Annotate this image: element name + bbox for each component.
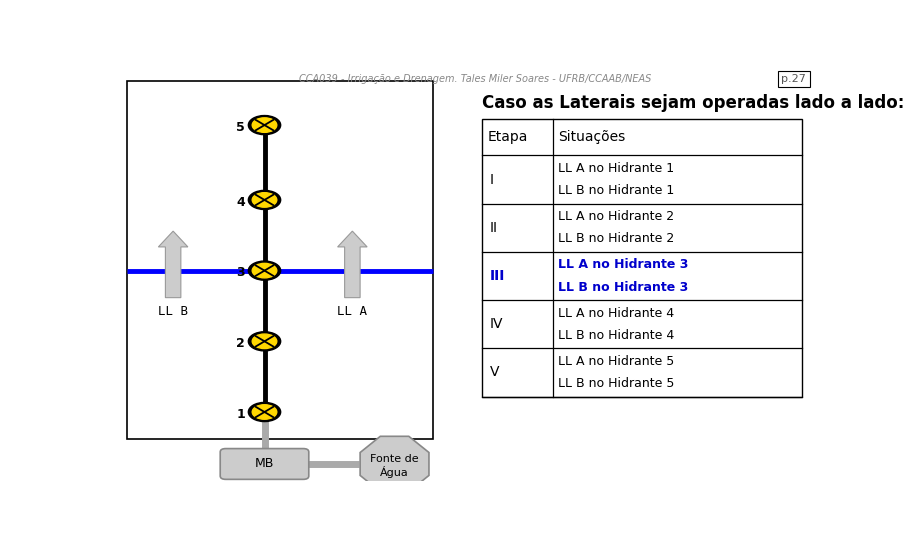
Bar [483, 119, 803, 396]
Text: LL A no Hidrante 1: LL A no Hidrante 1 [559, 162, 675, 175]
Text: CCA039 - Irrigação e Drenagem. Tales Miler Soares - UFRB/CCAAB/NEAS: CCA039 - Irrigação e Drenagem. Tales Mil… [299, 74, 651, 84]
Text: Fonte de: Fonte de [370, 454, 419, 464]
Text: 2: 2 [236, 337, 245, 350]
Text: Etapa: Etapa [488, 130, 529, 144]
Text: LL B no Hidrante 3: LL B no Hidrante 3 [559, 281, 688, 294]
Text: LL B no Hidrante 4: LL B no Hidrante 4 [559, 329, 675, 342]
Text: LL A no Hidrante 4: LL A no Hidrante 4 [559, 307, 675, 320]
Text: LL A no Hidrante 3: LL A no Hidrante 3 [559, 259, 688, 272]
Text: Água: Água [380, 466, 409, 478]
Text: Caso as Laterais sejam operadas lado a lado:: Caso as Laterais sejam operadas lado a l… [483, 94, 905, 112]
Circle shape [252, 118, 277, 132]
Circle shape [252, 193, 277, 207]
Text: LL B no Hidrante 1: LL B no Hidrante 1 [559, 184, 675, 197]
FancyArrow shape [159, 231, 188, 298]
Bar [127, 82, 434, 439]
Circle shape [252, 264, 277, 278]
Text: MB: MB [255, 457, 274, 470]
Text: 4: 4 [236, 195, 245, 208]
Circle shape [249, 402, 280, 422]
Circle shape [249, 332, 280, 351]
Text: 5: 5 [236, 120, 245, 134]
Text: V: V [490, 366, 499, 380]
Text: 3: 3 [236, 266, 245, 279]
Text: p.27: p.27 [781, 74, 806, 84]
Text: III: III [490, 269, 505, 283]
Text: LL A no Hidrante 5: LL A no Hidrante 5 [559, 355, 675, 368]
Text: Situações: Situações [559, 130, 626, 144]
Text: 1: 1 [236, 408, 245, 421]
Text: LL A: LL A [337, 305, 367, 318]
Text: IV: IV [490, 318, 503, 331]
Circle shape [249, 191, 280, 210]
Circle shape [249, 261, 280, 280]
Polygon shape [360, 436, 429, 491]
Text: LL B no Hidrante 5: LL B no Hidrante 5 [559, 377, 675, 390]
Circle shape [252, 404, 277, 419]
Text: II: II [490, 221, 497, 235]
Text: LL B no Hidrante 2: LL B no Hidrante 2 [559, 232, 675, 245]
Circle shape [252, 334, 277, 349]
FancyBboxPatch shape [220, 449, 308, 480]
Text: LL B: LL B [158, 305, 188, 318]
Text: I: I [490, 173, 493, 186]
Circle shape [249, 116, 280, 134]
FancyArrow shape [337, 231, 367, 298]
Text: LL A no Hidrante 2: LL A no Hidrante 2 [559, 210, 675, 223]
